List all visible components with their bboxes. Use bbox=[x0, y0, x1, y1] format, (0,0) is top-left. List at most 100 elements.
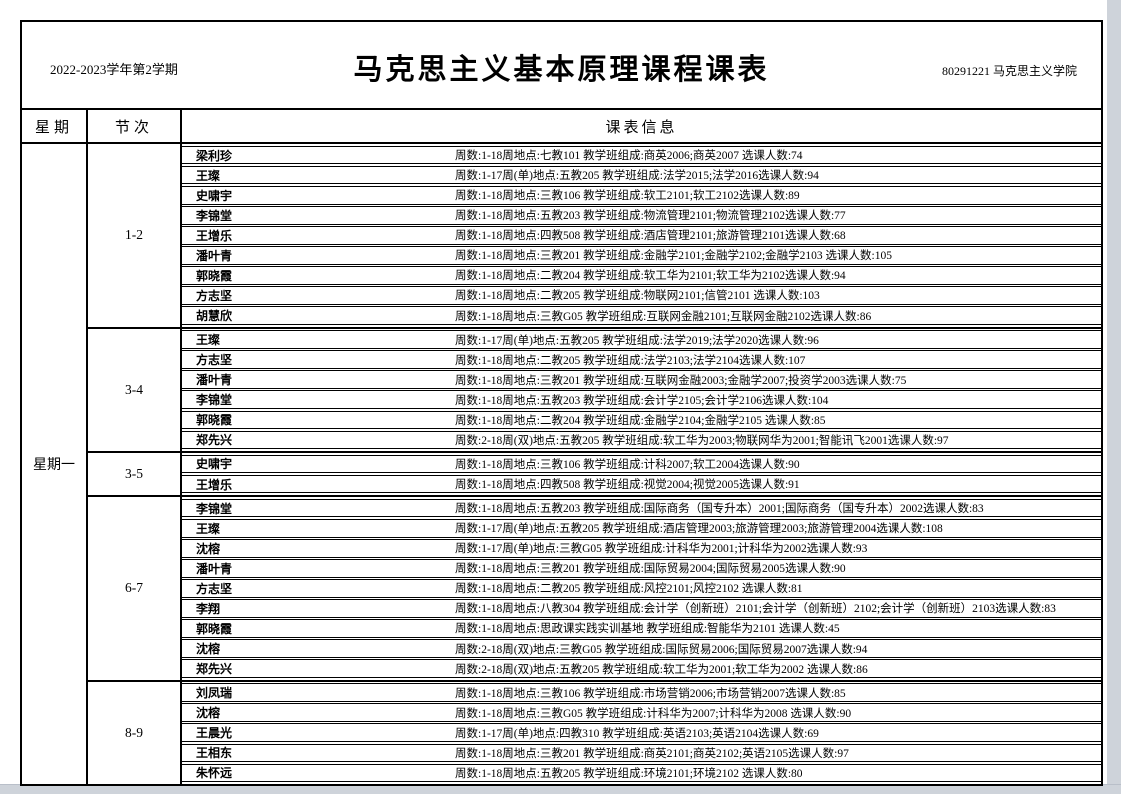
period-section-3-4: 3-4 王璨 周数:1-17周(单)地点:五教205 教学班组成:法学2019;法学… bbox=[88, 328, 1101, 453]
teacher-name: 沈榕 bbox=[196, 541, 221, 556]
course-rows: 李锦堂 周数:1-18周地点:五教203 教学班组成:国际商务（国专升本）2001… bbox=[182, 497, 1101, 680]
course-info: 周数:1-18周地点:三教G05 教学班组成:互联网金融2101;互联网金融21… bbox=[455, 310, 872, 323]
course-info: 周数:1-18周地点:五教203 教学班组成:会计学2105;会计学2106选课… bbox=[455, 394, 829, 407]
course-info: 周数:1-17周(单)地点:三教G05 教学班组成:计科华为2001;计科华为2… bbox=[455, 543, 868, 556]
period-section-1-2: 1-2 梁利珍 周数:1-18周地点:七教101 教学班组成:商英2006;商英20… bbox=[88, 144, 1101, 329]
timetable-page: 2022-2023学年第2学期 马克思主义基本原理课程课表 80291221 马… bbox=[20, 20, 1103, 786]
course-row: 李锦堂 周数:1-18周地点:五教203 教学班组成:会计学2105;会计学210… bbox=[182, 390, 1101, 410]
course-row: 王增乐 周数:1-18周地点:四教508 教学班组成:视觉2004;视觉2005选… bbox=[182, 474, 1101, 494]
column-header-info: 课表信息 bbox=[605, 119, 678, 136]
course-row: 沈榕 周数:2-18周(双)地点:三教G05 教学班组成:国际贸易2006;国际贸… bbox=[182, 639, 1101, 658]
course-row: 李翔 周数:1-18周地点:八教304 教学班组成:会计学（创新班）2101;会计… bbox=[182, 599, 1101, 618]
course-row: 王增乐 周数:1-18周地点:四教508 教学班组成:酒店管理2101;旅游管理2… bbox=[182, 225, 1101, 245]
course-row: 朱怀远 周数:1-18周地点:五教205 教学班组成:环境2101;环境2102 … bbox=[182, 763, 1101, 783]
column-header-period: 节次 bbox=[88, 110, 182, 142]
period-label: 6-7 bbox=[88, 497, 182, 680]
teacher-name: 潘叶青 bbox=[196, 561, 233, 576]
teacher-name: 郑先兴 bbox=[196, 433, 233, 448]
course-info: 周数:1-18周地点:四教508 教学班组成:酒店管理2101;旅游管理2101… bbox=[455, 230, 846, 243]
course-info: 周数:1-18周地点:四教508 教学班组成:视觉2004;视觉2005选课人数… bbox=[455, 479, 800, 492]
period-section-3-5: 3-5 史啸宇 周数:1-18周地点:三教106 教学班组成:计科2007;软工20… bbox=[88, 452, 1101, 498]
department-label: 80291221 马克思主义学院 bbox=[941, 64, 1077, 78]
teacher-name: 史啸宇 bbox=[196, 457, 233, 472]
course-row: 史啸宇 周数:1-18周地点:三教106 教学班组成:软工2101;软工2102选… bbox=[182, 185, 1101, 205]
course-row: 方志坚 周数:1-18周地点:二教205 教学班组成:风控2101;风控2102 … bbox=[182, 579, 1101, 598]
table-body: 星期一 1-2 梁利珍 周数:1-18周地点:七教101 教学班组成:商英2006;… bbox=[22, 144, 1101, 784]
course-info: 周数:1-18周地点:三教201 教学班组成:商英2101;商英2102;英语2… bbox=[455, 747, 849, 760]
course-info: 周数:1-18周地点:三教106 教学班组成:软工2101;软工2102选课人数… bbox=[455, 190, 800, 203]
weekday-cell: 星期一 bbox=[22, 144, 88, 784]
course-row: 李锦堂 周数:1-18周地点:五教203 教学班组成:国际商务（国专升本）2001… bbox=[182, 498, 1101, 518]
teacher-name: 史啸宇 bbox=[196, 188, 233, 203]
course-info: 周数:1-18周地点:七教101 教学班组成:商英2006;商英2007 选课人… bbox=[455, 150, 803, 163]
table-header-row: 星期 节次 课表信息 bbox=[22, 110, 1101, 144]
course-row: 李锦堂 周数:1-18周地点:五教203 教学班组成:物流管理2101;物流管理2… bbox=[182, 205, 1101, 225]
course-info: 周数:1-18周地点:三教201 教学班组成:互联网金融2003;金融学2007… bbox=[455, 374, 907, 387]
course-info: 周数:1-18周地点:五教203 教学班组成:物流管理2101;物流管理2102… bbox=[455, 210, 846, 223]
teacher-name: 沈榕 bbox=[196, 706, 221, 721]
course-row: 梁利珍 周数:1-18周地点:七教101 教学班组成:商英2006;商英2007 … bbox=[182, 145, 1101, 165]
teacher-name: 方志坚 bbox=[196, 353, 233, 368]
teacher-name: 郭晓霞 bbox=[196, 621, 233, 636]
teacher-name: 王璨 bbox=[196, 168, 221, 183]
teacher-name: 潘叶青 bbox=[196, 248, 233, 263]
course-rows: 王璨 周数:1-17周(单)地点:五教205 教学班组成:法学2019;法学202… bbox=[182, 329, 1101, 451]
teacher-name: 王增乐 bbox=[196, 477, 233, 492]
course-row: 郭晓霞 周数:1-18周地点:二教204 教学班组成:软工华为2101;软工华为2… bbox=[182, 266, 1101, 285]
course-row: 潘叶青 周数:1-18周地点:三教201 教学班组成:国际贸易2004;国际贸易2… bbox=[182, 558, 1101, 578]
column-header-weekday: 星期 bbox=[22, 110, 88, 142]
course-row: 刘凤瑞 周数:1-18周地点:三教106 教学班组成:市场营销2006;市场营销2… bbox=[182, 683, 1101, 702]
course-row: 潘叶青 周数:1-18周地点:三教201 教学班组成:互联网金融2003;金融学2… bbox=[182, 370, 1101, 390]
course-info: 周数:1-18周地点:五教205 教学班组成:环境2101;环境2102 选课人… bbox=[455, 767, 803, 780]
course-row: 潘叶青 周数:1-18周地点:三教201 教学班组成:金融学2101;金融学210… bbox=[182, 246, 1101, 265]
course-info: 周数:1-17周(单)地点:五教205 教学班组成:法学2019;法学2020选… bbox=[455, 334, 819, 347]
teacher-name: 李锦堂 bbox=[196, 501, 233, 516]
course-row: 郭晓霞 周数:1-18周地点:思政课实践实训基地 教学班组成:智能华为2101 选… bbox=[182, 619, 1101, 638]
course-info: 周数:2-18周(双)地点:五教205 教学班组成:软工华为2003;物联网华为… bbox=[455, 434, 949, 447]
course-info: 周数:1-18周地点:二教205 教学班组成:法学2103;法学2104选课人数… bbox=[455, 354, 806, 367]
course-info: 周数:1-18周地点:三教106 教学班组成:计科2007;软工2004选课人数… bbox=[455, 458, 800, 471]
course-info: 周数:1-18周地点:三教201 教学班组成:金融学2101;金融学2102;金… bbox=[455, 250, 892, 263]
teacher-name: 胡慧欣 bbox=[196, 309, 233, 324]
course-info: 周数:1-18周地点:二教205 教学班组成:风控2101;风控2102 选课人… bbox=[455, 583, 803, 596]
course-info: 周数:1-18周地点:三教106 教学班组成:市场营销2006;市场营销2007… bbox=[455, 687, 846, 700]
semester-label: 2022-2023学年第2学期 bbox=[50, 62, 178, 77]
course-info: 周数:1-18周地点:思政课实践实训基地 教学班组成:智能华为2101 选课人数… bbox=[455, 623, 840, 636]
course-info: 周数:1-17周(单)地点:四教310 教学班组成:英语2103;英语2104选… bbox=[455, 727, 819, 740]
course-info: 周数:1-18周地点:三教G05 教学班组成:计科华为2007;计科华为2008… bbox=[455, 707, 852, 720]
course-row: 郑先兴 周数:2-18周(双)地点:五教205 教学班组成:软工华为2003;物联… bbox=[182, 430, 1101, 450]
course-row: 王相东 周数:1-18周地点:三教201 教学班组成:商英2101;商英2102;… bbox=[182, 743, 1101, 763]
teacher-name: 郑先兴 bbox=[196, 662, 233, 677]
course-info: 周数:2-18周(双)地点:三教G05 教学班组成:国际贸易2006;国际贸易2… bbox=[455, 643, 868, 656]
course-row: 王璨 周数:1-17周(单)地点:五教205 教学班组成:法学2015;法学201… bbox=[182, 165, 1101, 185]
teacher-name: 潘叶青 bbox=[196, 373, 233, 388]
course-info: 周数:1-17周(单)地点:五教205 教学班组成:法学2015;法学2016选… bbox=[455, 170, 819, 183]
course-row: 沈榕 周数:1-18周地点:三教G05 教学班组成:计科华为2007;计科华为20… bbox=[182, 703, 1101, 723]
course-row: 王晨光 周数:1-17周(单)地点:四教310 教学班组成:英语2103;英语21… bbox=[182, 723, 1101, 743]
teacher-name: 李锦堂 bbox=[196, 208, 233, 223]
period-section-6-7: 6-7 李锦堂 周数:1-18周地点:五教203 教学班组成:国际商务（国专升本）2… bbox=[88, 497, 1101, 682]
course-info: 周数:1-18周地点:三教201 教学班组成:国际贸易2004;国际贸易2005… bbox=[455, 563, 846, 576]
period-label: 3-4 bbox=[88, 328, 182, 451]
course-info: 周数:1-18周地点:五教203 教学班组成:国际商务（国专升本）2001;国际… bbox=[455, 503, 984, 516]
teacher-name: 王璨 bbox=[196, 521, 221, 536]
teacher-name: 李锦堂 bbox=[196, 393, 233, 408]
course-row: 郭晓霞 周数:1-18周地点:二教204 教学班组成:金融学2104;金融学210… bbox=[182, 410, 1101, 430]
course-row: 郑先兴 周数:2-18周(双)地点:五教205 教学班组成:软工华为2001;软工… bbox=[182, 659, 1101, 678]
teacher-name: 郭晓霞 bbox=[196, 413, 233, 428]
course-info: 周数:1-17周(单)地点:五教205 教学班组成:酒店管理2003;旅游管理2… bbox=[455, 523, 943, 536]
course-row: 史啸宇 周数:1-18周地点:三教106 教学班组成:计科2007;软工2004选… bbox=[182, 454, 1101, 474]
course-row: 王璨 周数:1-17周(单)地点:五教205 教学班组成:法学2019;法学202… bbox=[182, 330, 1101, 349]
course-row: 胡慧欣 周数:1-18周地点:三教G05 教学班组成:互联网金融2101;互联网金… bbox=[182, 306, 1101, 325]
teacher-name: 沈榕 bbox=[196, 642, 221, 657]
course-info: 周数:1-18周地点:二教204 教学班组成:软工华为2101;软工华为2102… bbox=[455, 270, 846, 283]
teacher-name: 郭晓霞 bbox=[196, 268, 233, 283]
course-row: 沈榕 周数:1-17周(单)地点:三教G05 教学班组成:计科华为2001;计科华… bbox=[182, 538, 1101, 558]
course-rows: 梁利珍 周数:1-18周地点:七教101 教学班组成:商英2006;商英2007 … bbox=[182, 144, 1101, 327]
teacher-name: 朱怀远 bbox=[196, 766, 233, 781]
teacher-name: 方志坚 bbox=[196, 288, 233, 303]
teacher-name: 王璨 bbox=[196, 333, 221, 348]
teacher-name: 刘凤瑞 bbox=[196, 686, 233, 701]
period-label: 3-5 bbox=[88, 452, 182, 496]
period-label: 1-2 bbox=[88, 144, 182, 327]
